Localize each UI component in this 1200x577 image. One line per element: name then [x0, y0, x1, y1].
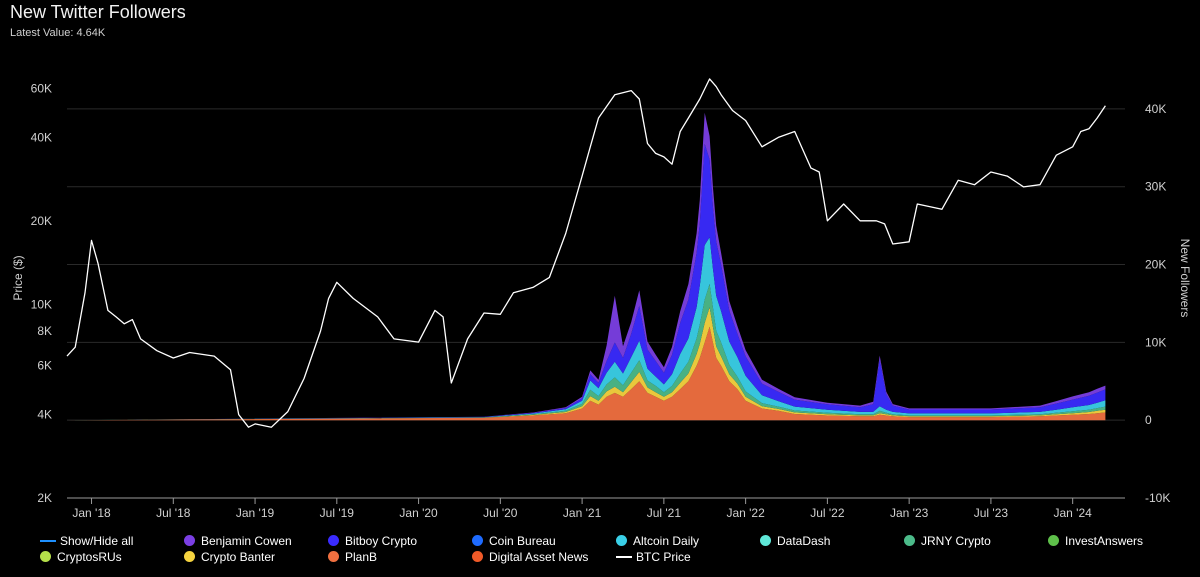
- left-tick-label: 10K: [31, 297, 52, 311]
- right-tick-label: 20K: [1145, 258, 1166, 272]
- legend-label: Bitboy Crypto: [345, 533, 418, 548]
- legend: Show/Hide all Benjamin Cowen Bitboy Crypto…: [40, 533, 1160, 564]
- left-tick-label: 6K: [37, 359, 52, 373]
- x-tick-label: Jul '22: [810, 506, 845, 520]
- legend-item-btc-price[interactable]: BTC Price: [616, 549, 760, 564]
- left-tick-label: 60K: [31, 82, 52, 96]
- left-tick-label: 20K: [31, 214, 52, 228]
- x-tick-label: Jan '21: [563, 506, 602, 520]
- x-tick-label: Jan '23: [890, 506, 929, 520]
- legend-label: DataDash: [777, 533, 831, 548]
- legend-dot-marker: [184, 535, 195, 546]
- legend-item-jrny-crypto[interactable]: JRNY Crypto: [904, 533, 1048, 548]
- legend-label: Crypto Banter: [201, 549, 276, 564]
- legend-label: PlanB: [345, 549, 378, 564]
- legend-item-bitboy-crypto[interactable]: Bitboy Crypto: [328, 533, 472, 548]
- chart-title: New Twitter Followers: [10, 2, 186, 22]
- area-jrny-crypto: [67, 284, 1106, 421]
- legend-label: InvestAnswers: [1065, 533, 1144, 548]
- y-axis-left-label: Price ($): [11, 255, 25, 300]
- left-tick-label: 2K: [37, 491, 52, 505]
- btc-price-layer: [66, 78, 1106, 428]
- x-tick-label: Jul '18: [156, 506, 191, 520]
- legend-item-planb[interactable]: PlanB: [328, 549, 472, 564]
- right-tick-label: 40K: [1145, 102, 1166, 116]
- x-tick-label: Jan '22: [726, 506, 765, 520]
- legend-item-show-hide-all[interactable]: Show/Hide all: [40, 533, 184, 548]
- grid-layer: [67, 108, 1125, 499]
- legend-label: Coin Bureau: [489, 533, 556, 548]
- area-planb: [67, 326, 1106, 421]
- legend-dot-marker: [472, 551, 483, 562]
- legend-dot-marker: [328, 551, 339, 562]
- legend-label: CryptosRUs: [57, 549, 122, 564]
- stacked-areas: [67, 112, 1106, 421]
- legend-dot-marker: [40, 551, 51, 562]
- axes-layer: -10K 0 10K 20K 30K 40K 2K 4K 6K 8K 10K 20K 40K 60K Jan…: [31, 82, 1171, 520]
- legend-item-altcoin-daily[interactable]: Altcoin Daily: [616, 533, 760, 548]
- x-tick-label: Jul '23: [974, 506, 1009, 520]
- legend-dot-marker: [472, 535, 483, 546]
- legend-line-marker: [40, 539, 56, 542]
- legend-dot-marker: [1048, 535, 1059, 546]
- legend-label: Benjamin Cowen: [201, 533, 292, 548]
- x-tick-label: Jul '19: [320, 506, 355, 520]
- legend-dot-marker: [760, 535, 771, 546]
- x-tick-label: Jul '20: [483, 506, 518, 520]
- right-tick-label: -10K: [1145, 491, 1170, 505]
- btc-price-line: [66, 78, 1106, 428]
- legend-label: Show/Hide all: [60, 533, 134, 548]
- legend-item-investanswers[interactable]: InvestAnswers: [1048, 533, 1160, 548]
- legend-dot-marker: [184, 551, 195, 562]
- legend-item-crypto-banter[interactable]: Crypto Banter: [184, 549, 328, 564]
- legend-item-cryptosrus[interactable]: CryptosRUs: [40, 549, 184, 564]
- legend-item-digital-asset-news[interactable]: Digital Asset News: [472, 549, 616, 564]
- legend-label: JRNY Crypto: [921, 533, 991, 548]
- x-tick-label: Jan '20: [399, 506, 438, 520]
- latest-value: Latest Value: 4.64K: [10, 27, 106, 39]
- right-tick-label: 30K: [1145, 180, 1166, 194]
- area-bitboy-crypto: [67, 143, 1106, 421]
- left-tick-label: 8K: [37, 324, 52, 338]
- legend-dot-marker: [904, 535, 915, 546]
- x-tick-label: Jan '18: [72, 506, 111, 520]
- right-tick-label: 10K: [1145, 335, 1166, 349]
- legend-item-datadash[interactable]: DataDash: [760, 533, 904, 548]
- x-tick-label: Jan '19: [236, 506, 275, 520]
- left-tick-label: 4K: [37, 408, 52, 422]
- legend-line-marker: [616, 555, 632, 558]
- right-tick-label: 0: [1145, 413, 1152, 427]
- y-axis-right-label: New Followers: [1178, 239, 1192, 318]
- legend-item-coin-bureau[interactable]: Coin Bureau: [472, 533, 616, 548]
- area-benjamin-cowen: [67, 112, 1106, 421]
- legend-dot-marker: [616, 535, 627, 546]
- legend-label: Altcoin Daily: [633, 533, 700, 548]
- legend-dot-marker: [328, 535, 339, 546]
- legend-item-benjamin-cowen[interactable]: Benjamin Cowen: [184, 533, 328, 548]
- x-tick-label: Jul '21: [647, 506, 682, 520]
- legend-label: BTC Price: [636, 549, 691, 564]
- left-tick-label: 40K: [31, 130, 52, 144]
- x-tick-label: Jan '24: [1054, 506, 1093, 520]
- legend-label: Digital Asset News: [489, 549, 589, 564]
